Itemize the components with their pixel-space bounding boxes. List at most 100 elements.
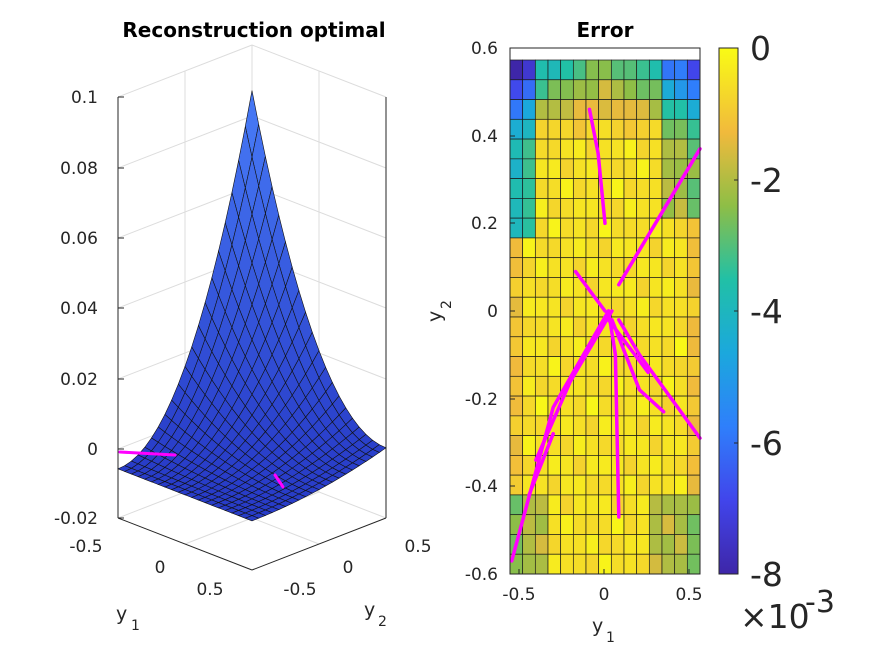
heatmap-cell [585,514,600,535]
heatmap-cell [623,118,638,140]
heatmap-cell [674,79,688,100]
heatmap-cell [648,494,663,516]
heatmap-cell [623,455,638,476]
heatmap-cell [534,198,549,219]
heatmap-cell [509,316,524,338]
heatmap-cell [686,217,701,239]
heatmap-cell [598,553,612,575]
heatmap-cell [674,99,688,120]
heatmap-cell [648,237,663,259]
heatmap-cell [598,336,612,357]
heatmap-cell [636,79,650,100]
heatmap-cell [623,79,638,100]
heatmap-cell [547,79,562,100]
heatmap-cell [572,534,587,555]
heatmap-cell [547,296,562,318]
heatmap-cell [547,118,562,140]
y1-tick-labels: -0.5 0 0.5 [69,537,223,600]
heatmap-cell [674,217,688,239]
heatmap-cell [522,178,536,199]
heatmap-cell [610,178,625,199]
heatmap-cell [636,138,650,160]
y1-axis-label: y 1 [116,603,140,634]
heatmap-cell [572,316,587,338]
heatmap-cell [661,455,676,476]
svg-text:1: 1 [131,618,140,634]
heatmap-cell [534,514,549,535]
heatmap-cell [648,158,663,179]
z-tick-label: 0.04 [60,299,98,319]
heatmap-cell [572,99,587,120]
heatmap-x-label: y 1 [592,615,615,645]
heatmap-cell [585,59,600,81]
heatmap-cell [522,277,536,298]
heatmap-cell [560,494,574,516]
heatmap-y-label: y 2 [424,300,455,322]
trajectory-path [527,431,555,497]
y-tick-label: 0.4 [471,127,498,147]
heatmap-cell [534,296,549,318]
heatmap-cell [572,553,587,575]
heatmap-cell [547,178,562,199]
heatmap-cell [522,217,536,239]
heatmap-cell [636,118,650,140]
error-heatmap: Error 0.6 0.4 0.2 0 -0.2 -0.4 -0.6 -0.5 … [424,18,703,645]
heatmap-cell [686,356,701,377]
heatmap-cell [598,277,612,298]
heatmap-cell [661,277,676,298]
heatmap-cell [623,435,638,456]
heatmap-cell [572,79,587,100]
heatmap-cell [522,435,536,456]
trajectory-path [606,318,650,375]
heatmap-cell [534,118,549,140]
trajectory-path [587,107,607,226]
heatmap-cell [686,237,701,259]
heatmap-cell [598,375,612,397]
heatmap-cell [661,534,676,555]
heatmap-cell [572,455,587,476]
heatmap-cell [686,59,701,81]
heatmap-cell [636,415,650,436]
heatmap-cell [509,435,524,456]
colorbar-multiplier: ×10 -3 [740,585,835,636]
heatmap-cell [572,494,587,516]
heatmap-cell [610,217,625,239]
heatmap-cell [522,356,536,377]
trajectory-path [617,147,702,287]
heatmap-cell [585,237,600,259]
heatmap-cell [674,435,688,456]
heatmap-cell [661,99,676,120]
heatmap-cell [572,138,587,160]
heatmap-cell [534,79,549,100]
surface-mesh [117,90,387,522]
heatmap-cell [534,356,549,377]
heatmap-cell [598,237,612,259]
heatmap-cell [509,494,524,516]
heatmap-cell [572,178,587,199]
heatmap-cell [648,277,663,298]
heatmap-cell [585,455,600,476]
heatmap-cell [636,455,650,476]
heatmap-x-ticks: -0.5 0 0.5 [502,585,702,605]
heatmap-cell [661,435,676,456]
heatmap-cell [572,198,587,219]
heatmap-cell [623,178,638,199]
heatmap-cell [560,217,574,239]
svg-text:-3: -3 [805,585,835,620]
heatmap-cell [598,99,612,120]
heatmap-cell [686,375,701,397]
heatmap-cell [572,375,587,397]
heatmap-cell [560,296,574,318]
heatmap-cell [648,534,663,555]
heatmap-cell [674,356,688,377]
heatmap-cell [661,257,676,278]
heatmap-cell [610,158,625,179]
heatmap-cell [636,99,650,120]
heatmap-cell [636,435,650,456]
heatmap-cell [661,296,676,318]
heatmap-cell [648,79,663,100]
heatmap-cell [623,514,638,535]
heatmap-cell [522,296,536,318]
heatmap-cell [509,237,524,259]
heatmap-cell [636,474,650,496]
